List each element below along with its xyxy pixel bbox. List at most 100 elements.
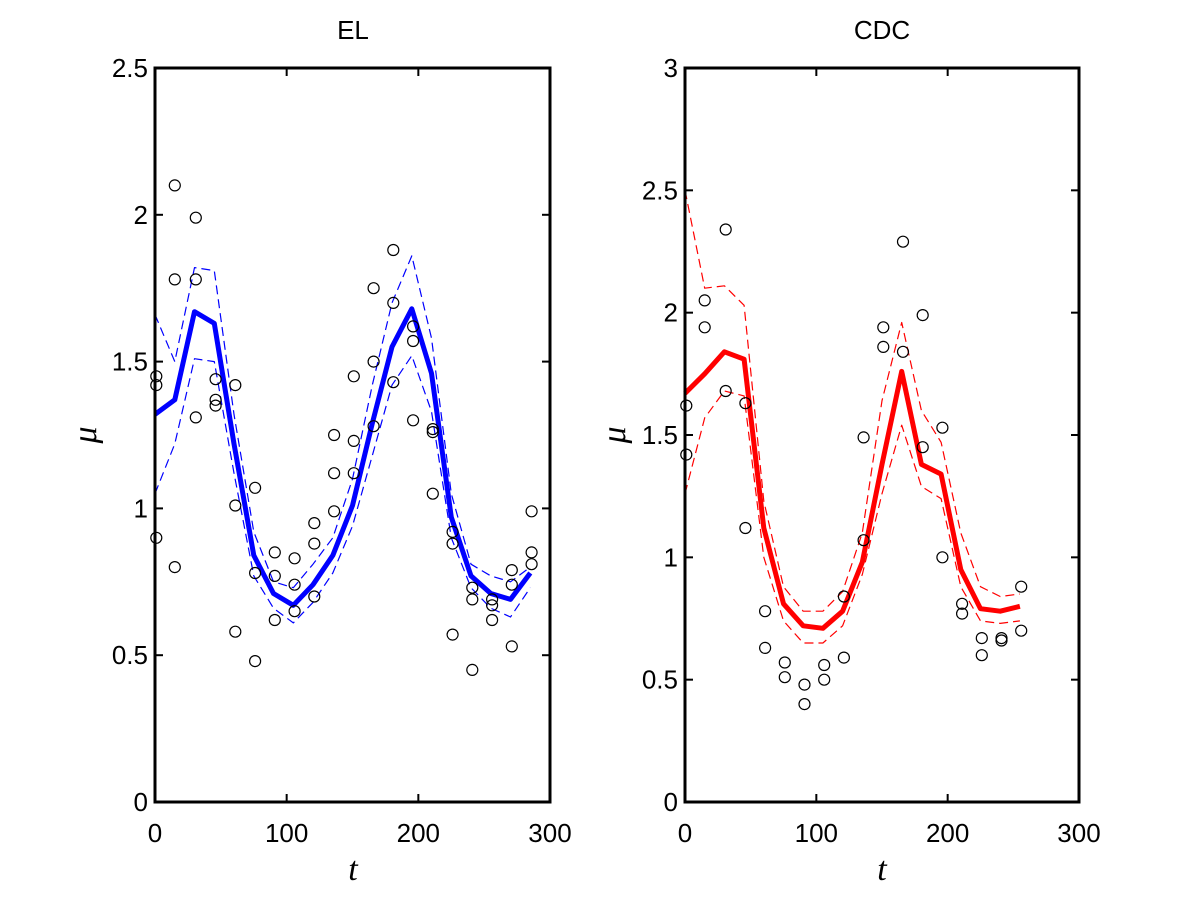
- x-tick-label-cdc: 0: [678, 818, 692, 848]
- y-tick-label-el: 1.5: [112, 347, 148, 377]
- plot-area-el: [150, 179, 538, 677]
- plot-area-cdc: [680, 190, 1028, 711]
- series-upper-line-el: [154, 255, 531, 589]
- data-point-cdc: [955, 597, 969, 610]
- panel-title-el: EL: [337, 15, 369, 45]
- x-tick-label-el: 200: [397, 818, 440, 848]
- data-point-el: [308, 537, 321, 550]
- data-point-el: [525, 505, 538, 518]
- data-point-el: [229, 379, 242, 392]
- data-point-cdc: [995, 634, 1008, 647]
- series-lower-line-el: [154, 355, 531, 624]
- data-point-cdc: [698, 294, 711, 307]
- data-point-el: [268, 546, 281, 559]
- x-axis-label-el: t: [348, 851, 359, 888]
- data-point-cdc: [778, 671, 791, 684]
- axes-frame-el: [153, 66, 552, 804]
- data-point-cdc: [936, 421, 949, 434]
- data-point-el: [525, 558, 538, 571]
- data-point-cdc: [739, 397, 752, 410]
- data-point-cdc: [798, 697, 811, 711]
- data-point-cdc: [837, 590, 851, 603]
- x-tick-label-el: 0: [148, 818, 162, 848]
- data-point-el: [328, 428, 341, 442]
- y-tick-label-cdc: 1.5: [642, 420, 678, 450]
- data-point-cdc: [758, 605, 772, 618]
- data-point-cdc: [719, 384, 732, 398]
- y-tick-label-el: 0.5: [112, 640, 148, 670]
- x-tick-label-el: 300: [528, 818, 571, 848]
- data-point-el: [466, 581, 479, 594]
- data-point-el: [407, 414, 420, 427]
- data-point-el: [249, 654, 262, 668]
- data-point-el: [505, 563, 518, 577]
- y-tick-label-cdc: 2.5: [642, 175, 678, 205]
- data-point-el: [347, 467, 360, 480]
- data-point-el: [486, 613, 499, 627]
- data-point-el: [249, 481, 262, 494]
- data-point-el: [229, 499, 242, 512]
- panel-cdc: CDC 0 100 200 300 0 0.5 1 1.5 2 2.5 3 t μ: [596, 15, 1101, 888]
- data-point-el: [189, 211, 202, 224]
- data-point-cdc: [916, 441, 929, 454]
- y-tick-label-cdc: 0: [664, 787, 678, 817]
- panel-title-cdc: CDC: [854, 15, 910, 45]
- y-axis-label-el: μ: [67, 426, 104, 444]
- data-point-cdc: [975, 631, 988, 645]
- data-point-el: [426, 487, 439, 500]
- data-point-el: [387, 296, 400, 309]
- data-point-el: [466, 663, 479, 677]
- x-axis-label-cdc: t: [877, 851, 888, 888]
- y-axis-label-cdc: μ: [596, 426, 633, 444]
- data-point-cdc: [916, 309, 929, 322]
- data-point-el: [446, 525, 459, 539]
- data-point-el: [367, 282, 380, 295]
- x-tick-label-el: 100: [265, 818, 308, 848]
- data-point-el: [525, 546, 538, 559]
- data-point-el: [505, 640, 518, 653]
- data-point-el: [505, 578, 518, 591]
- data-point-el: [367, 420, 380, 433]
- data-point-el: [387, 243, 400, 257]
- data-point-cdc: [798, 678, 811, 691]
- data-point-el: [328, 467, 341, 480]
- data-point-el: [268, 613, 281, 627]
- data-point-cdc: [877, 340, 890, 353]
- y-tick-label-cdc: 3: [664, 53, 678, 83]
- data-point-cdc: [896, 235, 910, 248]
- data-point-cdc: [719, 223, 732, 236]
- data-point-el: [426, 423, 439, 436]
- data-point-el: [209, 373, 222, 386]
- data-point-el: [168, 273, 181, 286]
- data-point-el: [407, 320, 420, 333]
- data-point-el: [387, 376, 400, 389]
- data-point-el: [168, 179, 181, 192]
- data-point-el: [288, 578, 301, 591]
- data-point-el: [328, 505, 341, 518]
- data-point-el: [486, 593, 499, 606]
- data-point-el: [168, 560, 181, 574]
- ticks-cdc: 0 100 200 300 0 0.5 1 1.5 2 2.5 3: [642, 53, 1101, 848]
- data-point-el: [407, 334, 420, 348]
- ticks-el: 0 100 200 300 0 0.5 1 1.5 2 2.5: [112, 53, 572, 848]
- data-point-el: [288, 552, 301, 565]
- data-point-el: [268, 569, 281, 583]
- data-point-cdc: [857, 431, 870, 444]
- data-point-el: [466, 593, 479, 606]
- x-tick-label-cdc: 300: [1057, 818, 1100, 848]
- data-point-el: [249, 566, 262, 580]
- data-point-cdc: [758, 641, 772, 655]
- data-point-cdc: [698, 321, 711, 334]
- data-point-el: [347, 370, 360, 383]
- data-point-el: [426, 426, 439, 439]
- data-point-el: [229, 625, 242, 638]
- data-point-cdc: [936, 551, 949, 564]
- data-point-cdc: [778, 656, 791, 669]
- data-point-el: [209, 393, 222, 406]
- data-point-cdc: [818, 673, 831, 686]
- data-point-el: [367, 355, 380, 368]
- data-point-cdc: [1015, 624, 1028, 637]
- series-lower-line-cdc: [684, 390, 1020, 644]
- y-tick-label-el: 2: [134, 200, 148, 230]
